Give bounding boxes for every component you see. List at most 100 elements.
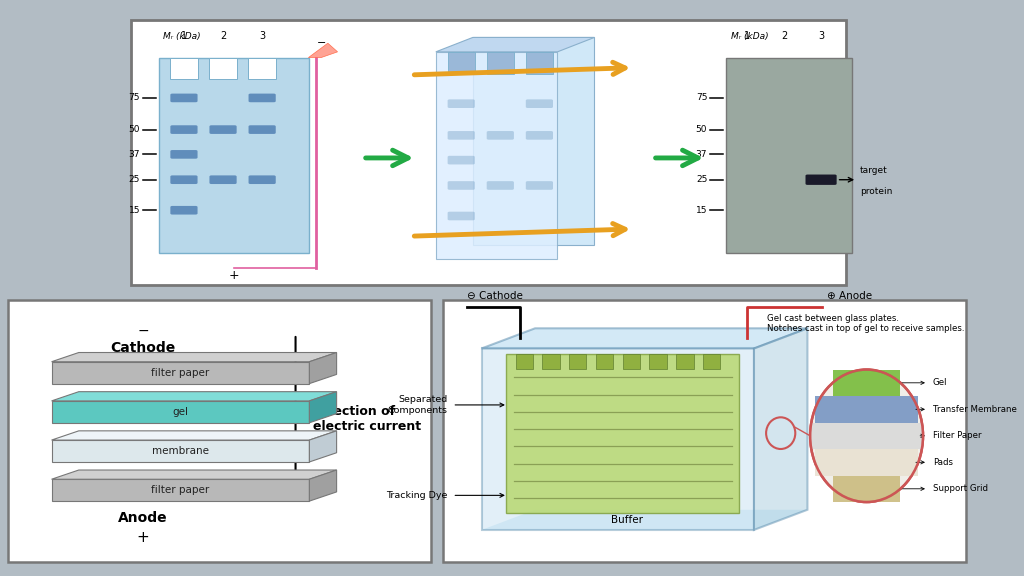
Text: 75: 75 (129, 93, 140, 103)
Text: 50: 50 (129, 125, 140, 134)
FancyBboxPatch shape (249, 93, 275, 103)
FancyBboxPatch shape (833, 370, 900, 396)
FancyBboxPatch shape (676, 354, 693, 369)
Text: 1: 1 (181, 32, 187, 41)
Polygon shape (436, 52, 557, 259)
Text: Direction of
electric current: Direction of electric current (313, 405, 421, 433)
Polygon shape (473, 37, 594, 245)
Polygon shape (486, 52, 514, 74)
Text: Filter Paper: Filter Paper (933, 431, 981, 440)
Text: Gel: Gel (933, 378, 947, 387)
Polygon shape (51, 440, 309, 462)
Text: Mᵣ (kDa): Mᵣ (kDa) (164, 32, 201, 41)
Polygon shape (309, 353, 337, 384)
FancyBboxPatch shape (702, 354, 720, 369)
Text: +: + (137, 530, 150, 545)
FancyBboxPatch shape (210, 175, 237, 184)
FancyBboxPatch shape (506, 354, 739, 513)
Polygon shape (309, 470, 337, 501)
FancyBboxPatch shape (525, 181, 553, 190)
Text: ⊕ Anode: ⊕ Anode (827, 291, 872, 301)
Ellipse shape (810, 370, 923, 502)
Text: Cathode: Cathode (111, 342, 176, 355)
Text: Transfer Membrane: Transfer Membrane (933, 405, 1017, 414)
FancyBboxPatch shape (516, 354, 534, 369)
Polygon shape (436, 37, 594, 52)
Polygon shape (525, 52, 553, 74)
Polygon shape (51, 353, 337, 362)
Text: −: − (137, 324, 150, 338)
FancyBboxPatch shape (170, 206, 198, 214)
Text: 15: 15 (695, 206, 708, 215)
FancyBboxPatch shape (806, 175, 837, 185)
Text: 3: 3 (259, 32, 265, 41)
Polygon shape (308, 43, 338, 58)
FancyBboxPatch shape (810, 423, 923, 449)
FancyBboxPatch shape (447, 211, 475, 221)
FancyBboxPatch shape (815, 396, 919, 423)
Text: Buffer: Buffer (611, 514, 643, 525)
FancyBboxPatch shape (596, 354, 613, 369)
FancyBboxPatch shape (170, 175, 198, 184)
Text: Support Grid: Support Grid (933, 484, 988, 493)
Polygon shape (481, 328, 808, 348)
FancyBboxPatch shape (8, 300, 431, 562)
Text: Anode: Anode (119, 511, 168, 525)
Polygon shape (51, 392, 337, 401)
Text: −: − (317, 38, 327, 48)
Polygon shape (481, 510, 808, 530)
FancyBboxPatch shape (249, 175, 275, 184)
Text: Separated
Components: Separated Components (387, 395, 447, 415)
Text: Gel cast between glass plates.
Notches cast in top of gel to receive samples.: Gel cast between glass plates. Notches c… (767, 314, 965, 334)
FancyBboxPatch shape (833, 476, 900, 502)
Polygon shape (447, 52, 475, 74)
Text: protein: protein (860, 187, 892, 196)
FancyBboxPatch shape (726, 58, 852, 253)
Text: 1: 1 (744, 32, 751, 41)
Polygon shape (249, 58, 275, 79)
FancyBboxPatch shape (447, 99, 475, 108)
FancyBboxPatch shape (249, 126, 275, 134)
FancyBboxPatch shape (442, 300, 966, 562)
Polygon shape (209, 58, 237, 79)
FancyBboxPatch shape (170, 93, 198, 103)
Text: 37: 37 (695, 150, 708, 159)
FancyBboxPatch shape (623, 354, 640, 369)
Text: Mᵣ (kDa): Mᵣ (kDa) (730, 32, 768, 41)
FancyBboxPatch shape (815, 449, 919, 476)
FancyBboxPatch shape (447, 181, 475, 190)
Text: +: + (228, 269, 240, 282)
Text: membrane: membrane (152, 446, 209, 456)
FancyBboxPatch shape (486, 131, 514, 139)
Polygon shape (170, 58, 198, 79)
Polygon shape (51, 362, 309, 384)
FancyBboxPatch shape (525, 131, 553, 139)
FancyBboxPatch shape (131, 20, 847, 285)
FancyBboxPatch shape (486, 181, 514, 190)
FancyBboxPatch shape (170, 150, 198, 158)
Text: ⊖ Cathode: ⊖ Cathode (467, 291, 523, 301)
Polygon shape (309, 392, 337, 423)
FancyBboxPatch shape (569, 354, 587, 369)
FancyBboxPatch shape (543, 354, 560, 369)
Text: 3: 3 (818, 32, 824, 41)
Text: target: target (860, 166, 888, 175)
FancyBboxPatch shape (649, 354, 667, 369)
Text: 25: 25 (696, 175, 708, 184)
Text: 50: 50 (695, 125, 708, 134)
Text: 75: 75 (695, 93, 708, 103)
Polygon shape (51, 470, 337, 479)
Text: gel: gel (172, 407, 188, 417)
Text: Tracking Dye: Tracking Dye (386, 491, 447, 500)
Polygon shape (754, 328, 808, 530)
Polygon shape (51, 479, 309, 501)
Polygon shape (51, 431, 337, 440)
Polygon shape (481, 348, 754, 530)
Text: 37: 37 (129, 150, 140, 159)
Text: 2: 2 (220, 32, 226, 41)
FancyBboxPatch shape (447, 131, 475, 139)
Text: Pads: Pads (933, 458, 952, 467)
Text: 15: 15 (129, 206, 140, 215)
Polygon shape (309, 431, 337, 462)
FancyBboxPatch shape (525, 99, 553, 108)
